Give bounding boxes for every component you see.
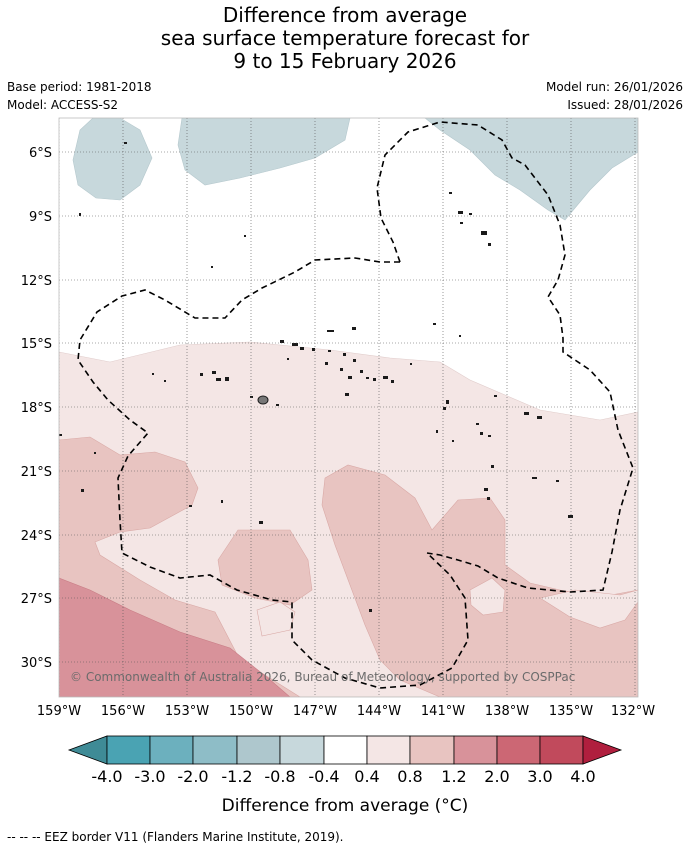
- gridlines: [59, 118, 638, 697]
- map-frame: [58, 117, 639, 698]
- lon-tick-label: 132°W: [611, 704, 655, 719]
- anomaly-band-1.2-2.0-southwest: [59, 577, 291, 697]
- lon-tick-label: 138°W: [485, 704, 529, 719]
- anomaly-hole-east-1: [469, 577, 506, 616]
- colorbar-segment: [192, 735, 238, 765]
- colorbar-tick-label: 2.0: [484, 767, 509, 786]
- colorbar-tick-label: 4.0: [570, 767, 595, 786]
- lat-tick-label: 15°S: [21, 337, 52, 352]
- colorbar-segment: [106, 735, 151, 765]
- colorbar-tick-label: -3.0: [134, 767, 165, 786]
- issued-date: Issued: 28/01/2026: [567, 98, 683, 112]
- model-run: Model run: 26/01/2026: [545, 80, 683, 94]
- colorbar-tick-label: -4.0: [91, 767, 122, 786]
- title-line-2: sea surface temperature forecast for: [160, 26, 530, 50]
- colorbar-tick-label: -2.0: [177, 767, 208, 786]
- lat-tick-label: 18°S: [21, 401, 52, 416]
- colorbar-segment: [366, 735, 411, 765]
- colorbar-tick-label: 3.0: [527, 767, 552, 786]
- latitude-axis: 6°S 9°S 12°S 15°S 18°S 21°S 24°S 27°S 30…: [21, 146, 52, 671]
- model-name: Model: ACCESS-S2: [7, 98, 119, 112]
- base-period: Base period: 1981-2018: [7, 80, 152, 94]
- cool-anomaly-northwest: [72, 118, 153, 201]
- colorbar-label: Difference from average (°C): [222, 796, 469, 816]
- lat-tick-label: 12°S: [21, 274, 52, 289]
- colorbar-tick-label: -1.2: [221, 767, 252, 786]
- lat-tick-label: 6°S: [29, 146, 52, 161]
- eez-legend: -- -- -- EEZ border V11 (Flanders Marine…: [7, 830, 344, 844]
- colorbar-segment: [323, 735, 368, 765]
- copyright-text: © Commonwealth of Australia 2026, Bureau…: [70, 670, 575, 684]
- cool-anomaly-north: [177, 118, 351, 186]
- lon-tick-label: 135°W: [549, 704, 593, 719]
- longitude-axis: 159°W 156°W 153°W 150°W 147°W 144°W 141°…: [37, 704, 655, 719]
- colorbar-segment: [236, 735, 281, 765]
- lon-tick-label: 144°W: [357, 704, 401, 719]
- lat-tick-label: 24°S: [21, 529, 52, 544]
- map-title: Difference from average sea surface temp…: [0, 4, 690, 73]
- anomaly-hole-central: [256, 601, 296, 637]
- colorbar-segment: [453, 735, 498, 765]
- eez-border-french-polynesia: [376, 121, 634, 593]
- map-area: © Commonwealth of Australia 2026, Bureau…: [59, 118, 638, 697]
- lon-tick-label: 147°W: [293, 704, 337, 719]
- meta-right: Model run: 26/01/2026 Issued: 28/01/2026: [546, 78, 683, 114]
- colorbar-arrow-low: [67, 735, 108, 765]
- colorbar-segment: [496, 735, 541, 765]
- colorbar-segment: [279, 735, 325, 765]
- lon-tick-label: 156°W: [101, 704, 145, 719]
- colorbar-tick-label: -0.8: [264, 767, 295, 786]
- title-line-3: 9 to 15 February 2026: [233, 49, 457, 73]
- lon-tick-label: 153°W: [165, 704, 209, 719]
- title-line-1: Difference from average: [222, 3, 468, 27]
- colorbar-segment: [409, 735, 455, 765]
- colorbar-arrow-high: [582, 735, 623, 765]
- colorbar-segment: [539, 735, 584, 765]
- lat-tick-label: 9°S: [29, 210, 52, 225]
- lon-tick-label: 159°W: [37, 704, 81, 719]
- colorbar-ticks: -4.0 -3.0 -2.0 -1.2 -0.8 -0.4 0.4 0.8 1.…: [91, 767, 595, 786]
- lon-tick-label: 141°W: [421, 704, 465, 719]
- colorbar: [67, 735, 623, 765]
- anomaly-hole-east-2: [539, 589, 638, 629]
- colorbar-tick-label: -0.4: [308, 767, 339, 786]
- lat-tick-label: 21°S: [21, 465, 52, 480]
- colorbar-segment: [149, 735, 194, 765]
- lat-tick-label: 27°S: [21, 592, 52, 607]
- meta-left: Base period: 1981-2018 Model: ACCESS-S2: [7, 78, 152, 114]
- lat-tick-label: 30°S: [21, 656, 52, 671]
- colorbar-tick-label: 0.4: [354, 767, 379, 786]
- colorbar-tick-label: 0.8: [397, 767, 422, 786]
- islands: [59, 142, 573, 612]
- anomaly-band-0.8-1.2-central: [217, 529, 313, 606]
- lon-tick-label: 150°W: [229, 704, 273, 719]
- colorbar-tick-label: 1.2: [441, 767, 466, 786]
- cool-anomaly-northeast: [424, 118, 638, 221]
